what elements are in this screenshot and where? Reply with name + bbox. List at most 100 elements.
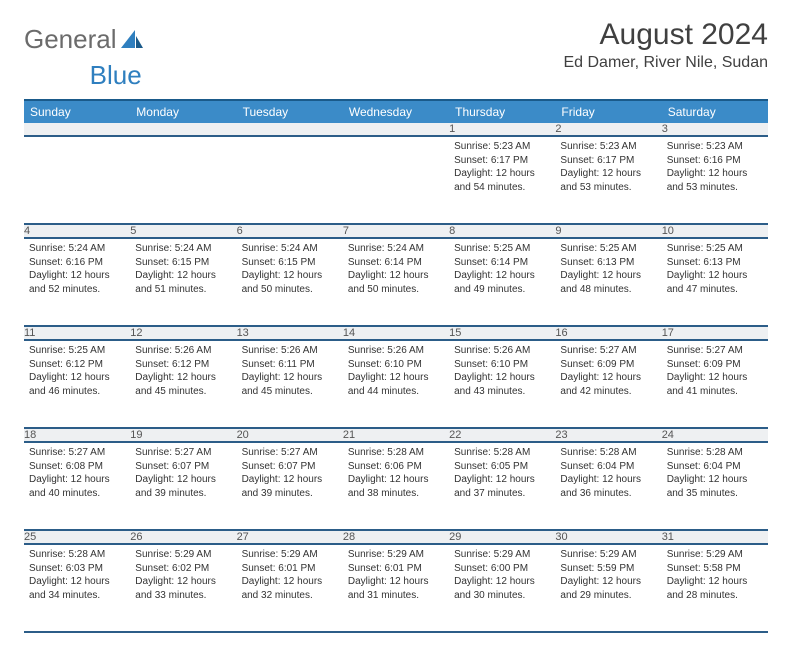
day-details: Sunrise: 5:26 AMSunset: 6:12 PMDaylight:… — [130, 341, 236, 401]
day-number-cell: 12 — [130, 326, 236, 340]
day-details: Sunrise: 5:29 AMSunset: 5:59 PMDaylight:… — [555, 545, 661, 605]
day-number-cell: 3 — [662, 123, 768, 136]
day-number-cell — [24, 123, 130, 136]
day-number-cell — [237, 123, 343, 136]
day-number-cell: 28 — [343, 530, 449, 544]
day-number-cell: 30 — [555, 530, 661, 544]
day-details: Sunrise: 5:29 AMSunset: 6:02 PMDaylight:… — [130, 545, 236, 605]
day-number-cell: 15 — [449, 326, 555, 340]
day-content-cell — [343, 136, 449, 224]
day-number-row: 45678910 — [24, 224, 768, 238]
day-content-cell: Sunrise: 5:25 AMSunset: 6:13 PMDaylight:… — [555, 238, 661, 326]
day-details: Sunrise: 5:27 AMSunset: 6:08 PMDaylight:… — [24, 443, 130, 503]
day-details: Sunrise: 5:28 AMSunset: 6:03 PMDaylight:… — [24, 545, 130, 605]
day-details: Sunrise: 5:27 AMSunset: 6:09 PMDaylight:… — [555, 341, 661, 401]
day-number-row: 123 — [24, 123, 768, 136]
day-number-cell: 14 — [343, 326, 449, 340]
calendar-body: 123Sunrise: 5:23 AMSunset: 6:17 PMDaylig… — [24, 123, 768, 632]
day-content-cell: Sunrise: 5:29 AMSunset: 6:01 PMDaylight:… — [343, 544, 449, 632]
day-details: Sunrise: 5:23 AMSunset: 6:16 PMDaylight:… — [662, 137, 768, 197]
day-content-cell: Sunrise: 5:28 AMSunset: 6:03 PMDaylight:… — [24, 544, 130, 632]
day-details: Sunrise: 5:24 AMSunset: 6:15 PMDaylight:… — [130, 239, 236, 299]
day-number-cell: 23 — [555, 428, 661, 442]
day-number-cell: 18 — [24, 428, 130, 442]
day-details: Sunrise: 5:27 AMSunset: 6:09 PMDaylight:… — [662, 341, 768, 401]
day-content-cell: Sunrise: 5:23 AMSunset: 6:17 PMDaylight:… — [449, 136, 555, 224]
day-details: Sunrise: 5:25 AMSunset: 6:14 PMDaylight:… — [449, 239, 555, 299]
day-content-row: Sunrise: 5:27 AMSunset: 6:08 PMDaylight:… — [24, 442, 768, 530]
day-content-cell: Sunrise: 5:29 AMSunset: 6:02 PMDaylight:… — [130, 544, 236, 632]
day-details: Sunrise: 5:24 AMSunset: 6:14 PMDaylight:… — [343, 239, 449, 299]
day-content-cell: Sunrise: 5:29 AMSunset: 6:00 PMDaylight:… — [449, 544, 555, 632]
day-content-cell: Sunrise: 5:27 AMSunset: 6:07 PMDaylight:… — [237, 442, 343, 530]
day-number-cell: 26 — [130, 530, 236, 544]
day-number-row: 25262728293031 — [24, 530, 768, 544]
day-details: Sunrise: 5:28 AMSunset: 6:05 PMDaylight:… — [449, 443, 555, 503]
day-number-cell: 20 — [237, 428, 343, 442]
day-details: Sunrise: 5:25 AMSunset: 6:12 PMDaylight:… — [24, 341, 130, 401]
day-content-cell: Sunrise: 5:24 AMSunset: 6:16 PMDaylight:… — [24, 238, 130, 326]
day-number-cell: 13 — [237, 326, 343, 340]
day-details: Sunrise: 5:27 AMSunset: 6:07 PMDaylight:… — [237, 443, 343, 503]
day-number-cell: 2 — [555, 123, 661, 136]
day-number-cell: 1 — [449, 123, 555, 136]
day-details: Sunrise: 5:29 AMSunset: 6:00 PMDaylight:… — [449, 545, 555, 605]
day-details: Sunrise: 5:29 AMSunset: 6:01 PMDaylight:… — [343, 545, 449, 605]
logo-word-2: Blue — [90, 60, 142, 91]
day-number-cell: 22 — [449, 428, 555, 442]
day-number-cell: 21 — [343, 428, 449, 442]
day-content-cell: Sunrise: 5:25 AMSunset: 6:13 PMDaylight:… — [662, 238, 768, 326]
day-content-cell: Sunrise: 5:29 AMSunset: 5:59 PMDaylight:… — [555, 544, 661, 632]
day-number-cell: 5 — [130, 224, 236, 238]
day-details: Sunrise: 5:23 AMSunset: 6:17 PMDaylight:… — [449, 137, 555, 197]
day-number-cell: 11 — [24, 326, 130, 340]
day-number-cell — [130, 123, 236, 136]
day-number-cell: 7 — [343, 224, 449, 238]
day-content-cell: Sunrise: 5:27 AMSunset: 6:09 PMDaylight:… — [555, 340, 661, 428]
day-details: Sunrise: 5:28 AMSunset: 6:04 PMDaylight:… — [662, 443, 768, 503]
day-details: Sunrise: 5:24 AMSunset: 6:16 PMDaylight:… — [24, 239, 130, 299]
day-content-cell: Sunrise: 5:24 AMSunset: 6:15 PMDaylight:… — [130, 238, 236, 326]
day-content-cell: Sunrise: 5:26 AMSunset: 6:11 PMDaylight:… — [237, 340, 343, 428]
day-content-cell: Sunrise: 5:25 AMSunset: 6:12 PMDaylight:… — [24, 340, 130, 428]
weekday-header: Saturday — [662, 100, 768, 123]
day-number-cell: 24 — [662, 428, 768, 442]
day-number-cell: 29 — [449, 530, 555, 544]
day-number-cell: 19 — [130, 428, 236, 442]
day-details: Sunrise: 5:29 AMSunset: 6:01 PMDaylight:… — [237, 545, 343, 605]
day-content-cell: Sunrise: 5:26 AMSunset: 6:12 PMDaylight:… — [130, 340, 236, 428]
logo-sail-icon — [121, 30, 143, 48]
day-content-row: Sunrise: 5:24 AMSunset: 6:16 PMDaylight:… — [24, 238, 768, 326]
day-number-cell: 6 — [237, 224, 343, 238]
day-number-row: 11121314151617 — [24, 326, 768, 340]
day-content-cell: Sunrise: 5:28 AMSunset: 6:04 PMDaylight:… — [662, 442, 768, 530]
day-content-cell: Sunrise: 5:28 AMSunset: 6:05 PMDaylight:… — [449, 442, 555, 530]
day-number-cell: 25 — [24, 530, 130, 544]
logo: General — [24, 18, 143, 55]
day-content-cell: Sunrise: 5:24 AMSunset: 6:14 PMDaylight:… — [343, 238, 449, 326]
day-content-cell: Sunrise: 5:23 AMSunset: 6:16 PMDaylight:… — [662, 136, 768, 224]
weekday-header: Monday — [130, 100, 236, 123]
day-number-cell: 16 — [555, 326, 661, 340]
day-content-cell: Sunrise: 5:27 AMSunset: 6:07 PMDaylight:… — [130, 442, 236, 530]
day-content-row: Sunrise: 5:28 AMSunset: 6:03 PMDaylight:… — [24, 544, 768, 632]
weekday-header: Wednesday — [343, 100, 449, 123]
day-details: Sunrise: 5:28 AMSunset: 6:06 PMDaylight:… — [343, 443, 449, 503]
day-details: Sunrise: 5:23 AMSunset: 6:17 PMDaylight:… — [555, 137, 661, 197]
day-content-cell: Sunrise: 5:28 AMSunset: 6:04 PMDaylight:… — [555, 442, 661, 530]
weekday-header: Sunday — [24, 100, 130, 123]
weekday-header: Friday — [555, 100, 661, 123]
location: Ed Damer, River Nile, Sudan — [563, 54, 768, 72]
day-number-cell: 27 — [237, 530, 343, 544]
day-content-cell: Sunrise: 5:26 AMSunset: 6:10 PMDaylight:… — [343, 340, 449, 428]
day-content-cell: Sunrise: 5:27 AMSunset: 6:09 PMDaylight:… — [662, 340, 768, 428]
day-number-cell: 9 — [555, 224, 661, 238]
title-block: August 2024 Ed Damer, River Nile, Sudan — [563, 18, 768, 72]
day-details: Sunrise: 5:25 AMSunset: 6:13 PMDaylight:… — [662, 239, 768, 299]
logo-word-1: General — [24, 24, 117, 55]
day-content-row: Sunrise: 5:23 AMSunset: 6:17 PMDaylight:… — [24, 136, 768, 224]
day-content-cell: Sunrise: 5:24 AMSunset: 6:15 PMDaylight:… — [237, 238, 343, 326]
day-content-cell: Sunrise: 5:25 AMSunset: 6:14 PMDaylight:… — [449, 238, 555, 326]
day-details: Sunrise: 5:26 AMSunset: 6:10 PMDaylight:… — [449, 341, 555, 401]
day-number-cell: 31 — [662, 530, 768, 544]
